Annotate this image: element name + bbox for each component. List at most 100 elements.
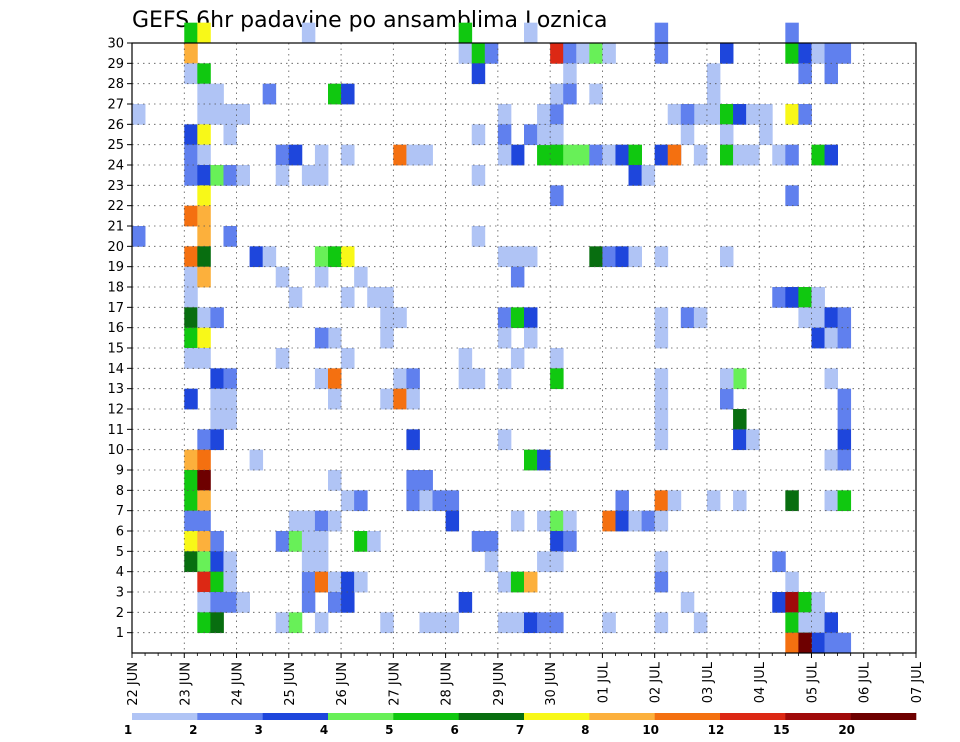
heatmap-cell	[837, 307, 852, 329]
heatmap-cell	[746, 429, 760, 451]
heatmap-cell	[184, 266, 198, 288]
heatmap-cell	[628, 144, 642, 166]
heatmap-cell	[654, 388, 669, 410]
y-tick-label: 6	[116, 525, 124, 540]
heatmap-cell	[706, 104, 721, 125]
heatmap-cell	[811, 307, 825, 329]
heatmap-cell	[785, 612, 799, 634]
y-tick-label: 16	[107, 321, 124, 336]
heatmap-cell	[288, 612, 303, 634]
heatmap-cell	[785, 632, 799, 654]
heatmap-cell	[654, 490, 669, 512]
heatmap-cell	[445, 490, 460, 512]
x-tick-label: 23 JUN	[178, 662, 193, 706]
heatmap-cell	[589, 83, 603, 105]
colorbar-label: 20	[838, 723, 855, 737]
heatmap-cell	[524, 449, 538, 471]
heatmap-cell	[328, 571, 342, 593]
heatmap-cell	[471, 368, 486, 390]
y-tick-label: 29	[107, 57, 124, 72]
x-tick-label: 30 JUN	[544, 662, 559, 706]
heatmap-cell	[811, 592, 825, 613]
heatmap-cell	[537, 612, 551, 634]
heatmap-cell	[537, 551, 551, 573]
heatmap-cell	[223, 592, 237, 613]
heatmap-cell	[720, 104, 734, 125]
heatmap-cell	[471, 531, 486, 552]
heatmap-cell	[720, 246, 734, 268]
x-axis-ticks: 22 JUN 23 JUN 24 JUN 25 JUN 26 JUN 27 JUN 28 J…	[126, 653, 925, 706]
heatmap-cell	[772, 592, 786, 613]
colorbar-segment	[850, 713, 917, 720]
heatmap-cell	[406, 470, 420, 491]
heatmap-cell	[654, 368, 669, 390]
heatmap-cell	[693, 144, 708, 166]
x-tick-label: 02 JUL	[649, 661, 664, 703]
heatmap-cell	[132, 226, 146, 247]
y-tick-label: 3	[116, 586, 124, 601]
y-tick-label: 21	[107, 220, 124, 235]
heatmap-cell	[210, 429, 224, 451]
colorbar-label: 8	[581, 723, 589, 737]
heatmap-cell	[654, 246, 669, 268]
heatmap-cell	[328, 470, 342, 491]
heatmap-cell	[184, 551, 198, 573]
heatmap-cell	[184, 22, 198, 44]
heatmap-cell	[706, 490, 721, 512]
heatmap-cell	[288, 531, 303, 552]
heatmap-cell	[210, 83, 224, 105]
heatmap-cell	[341, 246, 355, 268]
heatmap-cell	[837, 449, 852, 471]
heatmap-cell	[550, 185, 564, 207]
heatmap-cell	[249, 449, 264, 471]
heatmap-cell	[210, 612, 224, 634]
y-tick-label: 18	[107, 281, 124, 296]
heatmap-cell	[550, 124, 564, 146]
heatmap-cell	[510, 348, 525, 369]
heatmap-cell	[288, 144, 303, 166]
heatmap-cells	[132, 22, 852, 654]
heatmap-cell	[837, 490, 852, 512]
heatmap-cell	[197, 531, 211, 552]
heatmap-cell	[197, 83, 211, 105]
heatmap-cell	[693, 307, 708, 329]
heatmap-cell	[184, 246, 198, 268]
y-tick-label: 15	[107, 342, 124, 357]
heatmap-cell	[550, 348, 564, 369]
heatmap-cell	[223, 551, 237, 573]
heatmap-cell	[301, 22, 316, 44]
heatmap-cell	[497, 144, 512, 166]
heatmap-cell	[524, 327, 538, 349]
y-tick-label: 25	[107, 138, 124, 153]
heatmap-cell	[314, 368, 329, 390]
heatmap-cell	[236, 104, 250, 125]
heatmap-cell	[445, 612, 460, 634]
heatmap-cell	[354, 571, 368, 593]
heatmap-cell	[275, 144, 290, 166]
colorbar-segment	[589, 713, 655, 720]
colorbar-segment	[654, 713, 721, 720]
heatmap-cell	[380, 287, 394, 308]
heatmap-cell	[197, 185, 211, 207]
y-tick-label: 27	[107, 98, 124, 113]
heatmap-cell	[197, 226, 211, 247]
heatmap-cell	[563, 531, 577, 552]
heatmap-cell	[798, 632, 812, 654]
colorbar-label: 12	[708, 723, 725, 737]
heatmap-cell	[262, 83, 277, 105]
heatmap-cell	[550, 43, 564, 64]
heatmap-cell	[471, 226, 486, 247]
heatmap-cell	[184, 510, 198, 532]
heatmap-cell	[550, 104, 564, 125]
heatmap-cell	[314, 531, 329, 552]
heatmap-cell	[824, 449, 838, 471]
heatmap-cell	[824, 43, 838, 64]
heatmap-cell	[798, 104, 812, 125]
heatmap-cell	[197, 22, 211, 44]
heatmap-cell	[550, 612, 564, 634]
heatmap-cell	[197, 571, 211, 593]
heatmap-cell	[510, 612, 525, 634]
heatmap-cell	[184, 327, 198, 349]
heatmap-cell	[602, 510, 616, 532]
heatmap-cell	[798, 43, 812, 64]
